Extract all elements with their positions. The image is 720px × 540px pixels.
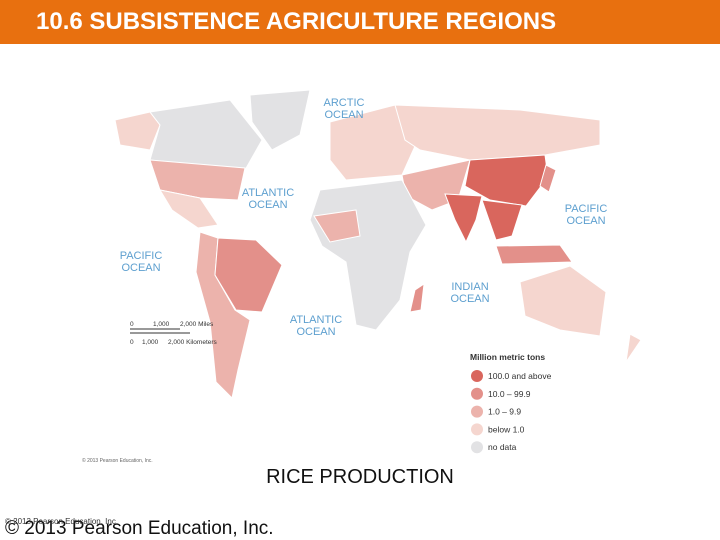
legend-swatch [471,387,483,400]
land [481,199,523,241]
land [444,193,483,244]
land [149,159,246,201]
map-credit: © 2013 Pearson Education, Inc. [82,457,153,464]
legend-swatch [471,405,483,418]
ocean-label: ATLANTIC [290,314,342,326]
slide-title: 10.6 SUBSISTENCE AGRICULTURE REGIONS [36,8,557,35]
land [409,282,425,313]
scale-label: 0 [130,339,134,346]
legend-swatch [471,423,483,436]
land [158,189,219,229]
land [313,209,361,243]
legend-label: 10.0 – 99.9 [488,389,531,399]
ocean-label: OCEAN [121,262,160,274]
legend-box [465,345,577,457]
land [495,244,573,265]
ocean-label: ARCTIC [324,97,365,109]
legend-swatch [471,441,483,454]
land [394,104,601,161]
ocean-label: PACIFIC [565,203,608,215]
ocean-label: OCEAN [296,326,335,338]
copyright: © 2013 Pearson Education, Inc. [5,518,274,539]
legend-label: below 1.0 [488,424,525,434]
legend-swatch [471,370,483,382]
land [214,237,283,313]
land [464,154,549,207]
land [539,164,557,193]
caption: RICE PRODUCTION [266,466,454,488]
land [309,179,427,331]
scale-label: 0 [130,321,134,328]
scale-label: 1,000 [153,321,170,328]
land [519,265,607,337]
ocean-label: INDIAN [451,281,488,293]
title-bar [0,0,720,44]
land [625,333,642,363]
ocean-label: OCEAN [566,215,605,227]
ocean-label: PACIFIC [120,250,163,262]
scale-label: 2,000 Miles [180,321,214,328]
legend-label: 100.0 and above [488,371,552,381]
ocean-label: OCEAN [324,109,363,121]
ocean-label: ATLANTIC [242,187,294,199]
legend-label: 1.0 – 9.9 [488,407,521,417]
copyright-small: © 2013 Pearson Education, Inc. [5,517,119,526]
legend-title: Million metric tons [470,352,545,362]
scale-label: 2,000 Kilometers [168,339,218,346]
scale-label: 1,000 [142,339,159,346]
land [149,99,263,171]
ocean-label: OCEAN [248,199,287,211]
ocean-label: OCEAN [450,293,489,305]
land [249,89,311,151]
legend-label: no data [488,442,517,452]
land [114,111,161,151]
